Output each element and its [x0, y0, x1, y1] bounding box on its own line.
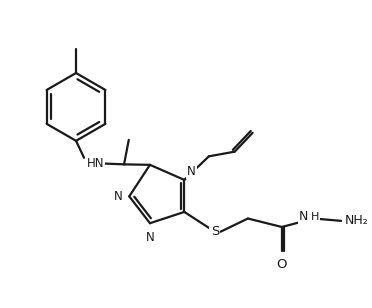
Text: O: O: [276, 258, 287, 271]
Text: N: N: [187, 165, 195, 178]
Text: NH₂: NH₂: [345, 214, 369, 227]
Text: N: N: [145, 231, 154, 244]
Text: HN: HN: [86, 157, 104, 170]
Text: H: H: [311, 212, 320, 222]
Text: N: N: [299, 210, 308, 223]
Text: N: N: [114, 190, 123, 203]
Text: S: S: [211, 225, 219, 238]
